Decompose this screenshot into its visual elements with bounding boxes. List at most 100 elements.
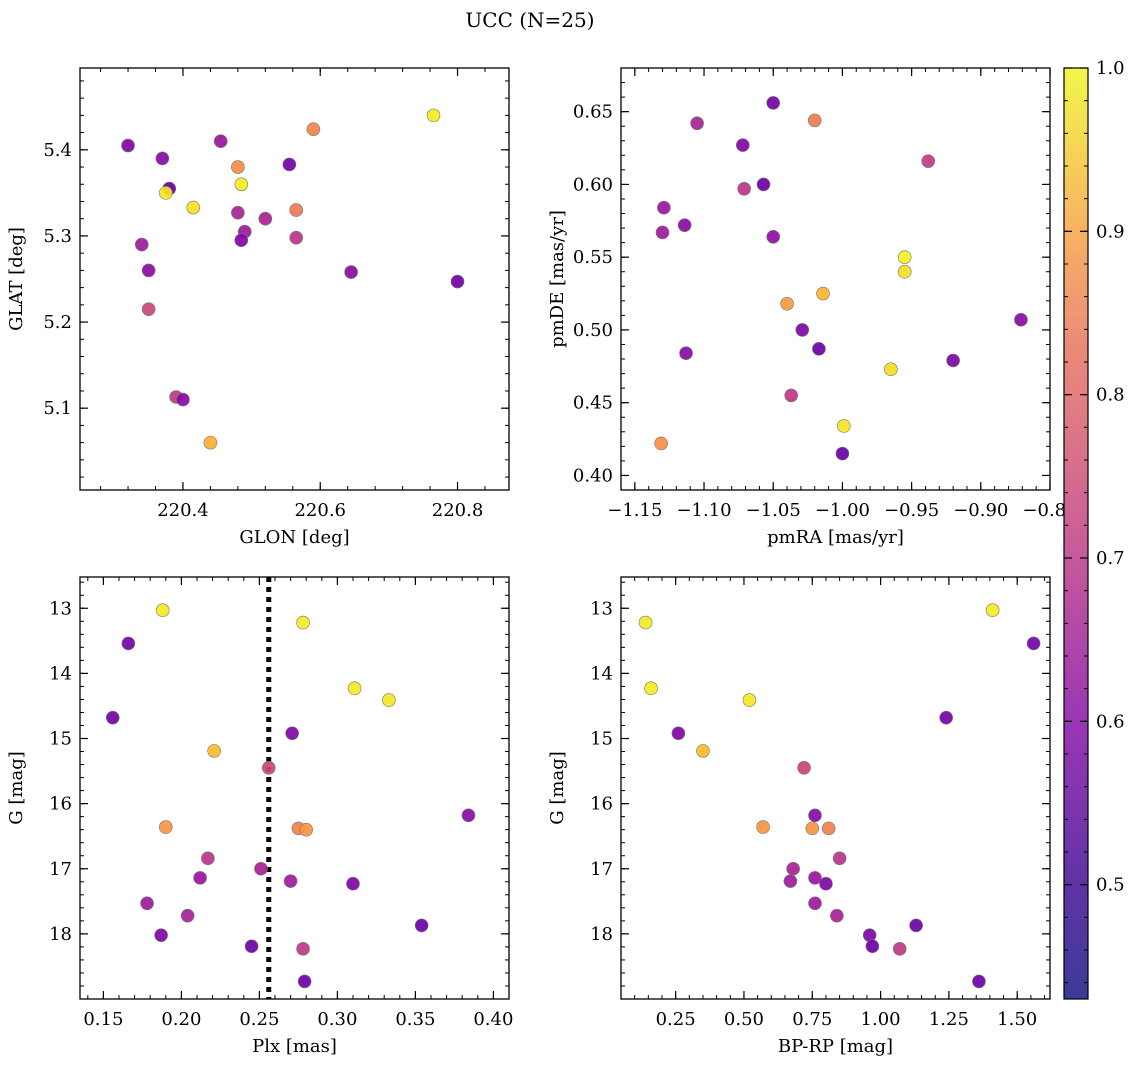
colorbar-tick-label: 0.7 (1096, 548, 1125, 569)
plot-frame (79, 67, 510, 491)
data-point (231, 205, 245, 220)
data-point (832, 851, 847, 866)
data-point (939, 710, 953, 725)
data-point (296, 942, 310, 956)
data-point (140, 896, 154, 911)
data-point (141, 263, 156, 278)
x-tick-label: −1.10 (676, 500, 731, 521)
colorbar-tick-label: 0.8 (1096, 385, 1125, 406)
y-tick-label: 16 (590, 794, 613, 815)
x-tick-label: 0.75 (792, 1009, 832, 1030)
data-point (450, 274, 465, 289)
data-point (819, 876, 833, 891)
y-tick-label: 0.40 (573, 465, 613, 486)
data-point (193, 871, 207, 885)
data-point (812, 342, 826, 356)
x-tick-label: 0.35 (395, 1009, 435, 1030)
data-point (289, 230, 304, 245)
scatter-panel-1: 220.4 220.6 220.8 5.1 5.2 5.3 5.4 GLON [deg] GLA… (6, 67, 510, 548)
data-point (756, 177, 771, 192)
y-tick-label: 14 (49, 663, 72, 684)
data-point (644, 681, 658, 696)
data-point (1026, 636, 1041, 651)
data-point (805, 821, 820, 836)
data-point (808, 808, 822, 823)
data-point (346, 876, 360, 891)
x-tick-label: 0.30 (317, 1009, 357, 1030)
data-point (121, 636, 136, 651)
x-tick-label: −0.95 (884, 500, 939, 521)
data-point (821, 821, 836, 836)
x-tick-label: 0.40 (473, 1009, 513, 1030)
data-point (921, 154, 936, 168)
data-point (155, 603, 170, 618)
x-axis-label: GLON [deg] (239, 527, 349, 548)
data-point (426, 108, 441, 123)
data-point (654, 436, 668, 451)
data-point (282, 157, 297, 172)
data-point (865, 939, 880, 954)
y-tick-label: 16 (49, 794, 72, 815)
x-tick-label: 220.4 (157, 500, 209, 521)
data-point (897, 264, 912, 279)
x-tick-label: 0.50 (724, 1009, 764, 1030)
data-point (414, 918, 429, 933)
data-point (837, 419, 851, 433)
data-point (946, 353, 960, 368)
data-point (679, 346, 693, 361)
x-tick-label: 0.25 (239, 1009, 279, 1030)
data-point (159, 186, 173, 200)
data-point (671, 726, 686, 741)
data-point (186, 200, 201, 215)
colorbar-tick-label: 1.0 (1096, 58, 1125, 79)
data-point (786, 861, 800, 876)
data-point (830, 908, 844, 923)
data-point (176, 392, 190, 407)
data-point (180, 908, 195, 923)
x-axis-label: Plx [mas] (252, 1036, 337, 1057)
y-axis-label: pmDE [mas/yr] (547, 210, 568, 348)
data-point (283, 874, 298, 888)
data-point (461, 808, 476, 823)
y-tick-label: 5.4 (43, 140, 72, 161)
scatter-panel-3: 0.15 0.20 0.25 0.30 0.35 0.40 13 14 15 16 17 18 Plx … (6, 576, 513, 1057)
data-point (638, 615, 653, 630)
data-point (897, 250, 912, 264)
x-tick-label: 1.25 (929, 1009, 969, 1030)
x-tick-label: −1.05 (746, 500, 801, 521)
y-axis-label: GLAT [deg] (6, 227, 27, 331)
data-point (972, 974, 986, 989)
data-point (808, 896, 822, 911)
data-point (297, 974, 312, 989)
data-point (677, 218, 692, 232)
data-point (892, 942, 907, 956)
data-point (835, 446, 850, 461)
scatter-panel-4: 0.25 0.50 0.75 1.00 1.25 1.50 13 14 15 16 17 18 BP-R… (547, 576, 1051, 1057)
data-point (766, 230, 781, 244)
data-point (134, 237, 149, 252)
y-tick-label: 0.50 (573, 320, 613, 341)
y-tick-label: 13 (590, 598, 613, 619)
colorbar-tick-label: 0.5 (1096, 875, 1125, 896)
data-point (690, 116, 704, 131)
data-point (254, 861, 268, 876)
data-point (231, 160, 245, 174)
y-tick-label: 5.2 (43, 312, 72, 333)
y-tick-label: 13 (49, 598, 72, 619)
data-point (234, 233, 249, 248)
data-point (261, 761, 276, 775)
plot-frame (620, 576, 1051, 1000)
data-point (207, 744, 221, 758)
x-tick-label: 1.00 (861, 1009, 901, 1030)
y-tick-label: 5.3 (43, 226, 72, 247)
data-point (244, 939, 259, 954)
x-tick-label: −0.90 (953, 500, 1008, 521)
colorbar-tick-label: 0.9 (1096, 221, 1125, 242)
colorbar-tick-label: 0.6 (1096, 711, 1125, 732)
x-tick-label: 0.20 (161, 1009, 201, 1030)
data-point (766, 96, 781, 110)
data-point (816, 286, 830, 301)
data-point (306, 122, 321, 136)
data-point (344, 265, 358, 279)
